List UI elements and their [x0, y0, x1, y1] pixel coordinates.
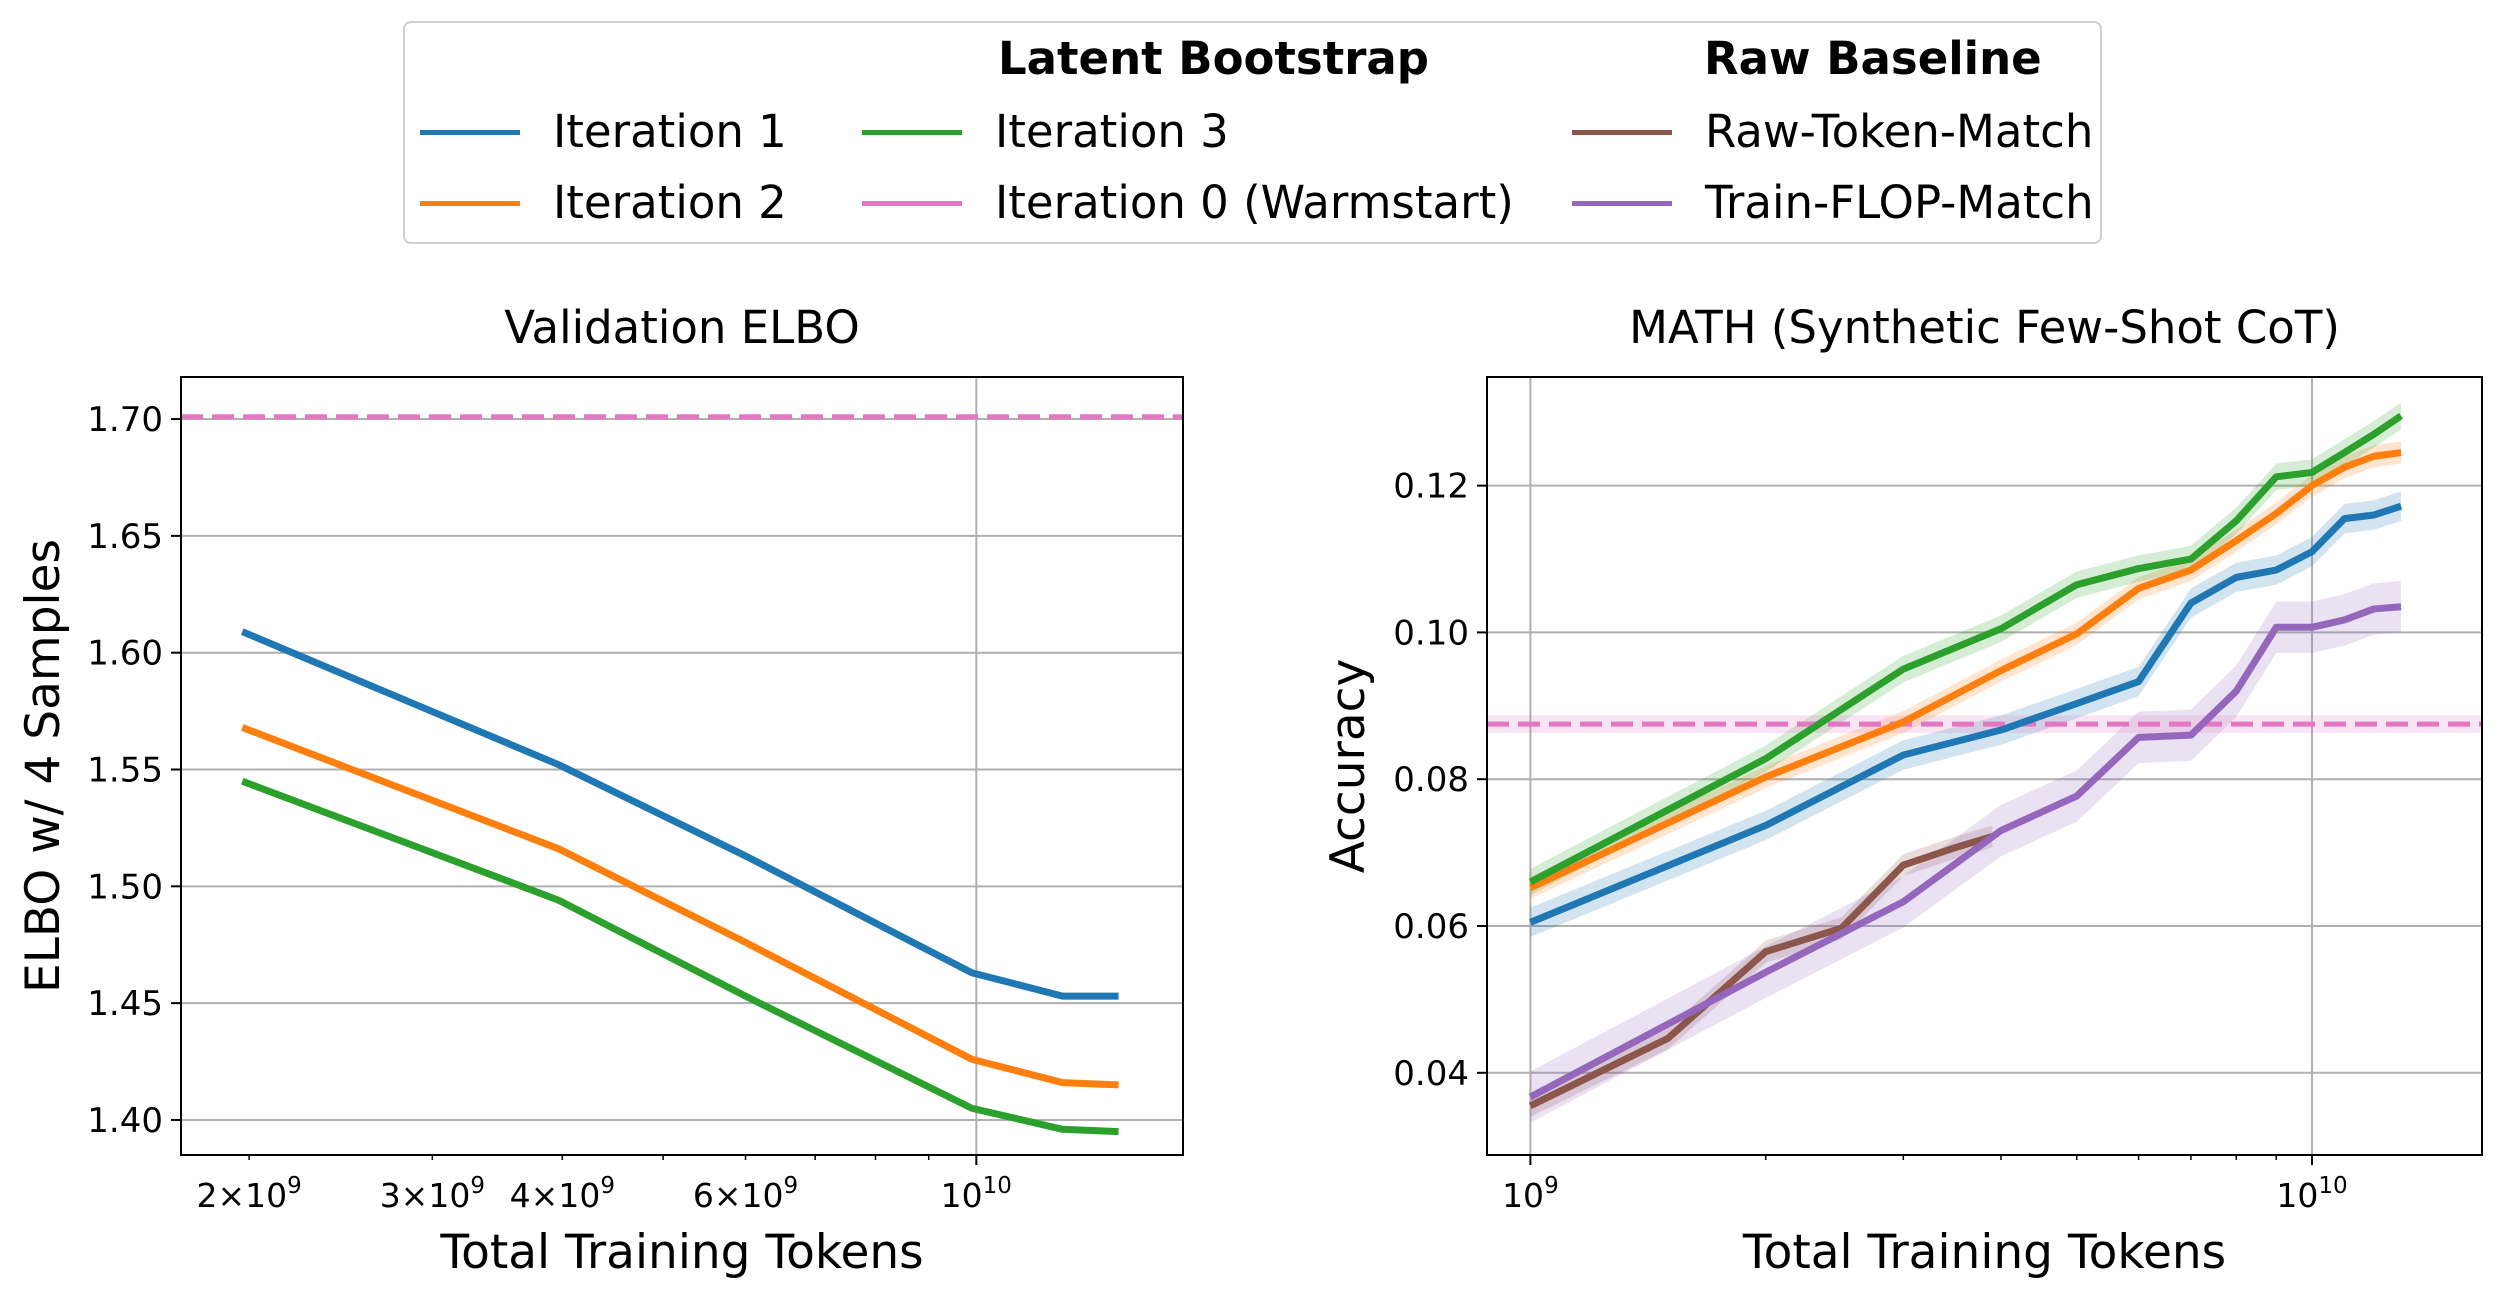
y-tick-label: 1.45 — [87, 984, 163, 1024]
validation-elbo-chart: 2×109 3×109 4×109 6×109 1010 1.40 1.45 1.50 1.55… — [16, 301, 1184, 1280]
series-line-iteration-2 — [1528, 449, 2402, 892]
series-line-raw-token-match — [1528, 833, 1994, 1109]
legend-label-train-flop-match: Train-FLOP-Match — [1705, 176, 2094, 229]
confidence-band-raw-token-match — [1530, 825, 1993, 1117]
legend-swatch-iteration-3 — [862, 130, 962, 135]
x-tick-label: 4×109 — [510, 1173, 615, 1215]
y-tick-label: 0.06 — [1393, 907, 1469, 947]
confidence-band-train-flop-match — [1530, 581, 2402, 1123]
math-accuracy-chart: 109 1010 0.04 0.06 0.08 0.10 0.12 MATH (Synthet… — [1321, 301, 2483, 1280]
series-line-iteration-1 — [1529, 502, 2403, 926]
confidence-band-iteration-2 — [1530, 441, 2402, 899]
axes-frame — [180, 376, 1184, 1156]
confidence-band-iteration-1 — [1530, 491, 2402, 938]
y-tick-label: 0.12 — [1393, 467, 1469, 507]
legend-swatch-iteration-0 — [862, 201, 962, 206]
x-axis-label: Total Training Tokens — [1742, 1225, 2226, 1280]
legend-label-raw-token-match: Raw-Token-Match — [1705, 105, 2094, 158]
legend-swatch-raw-token-match — [1572, 130, 1672, 135]
legend-label-iteration-3: Iteration 3 — [995, 105, 1229, 158]
series-line-iteration-3 — [241, 777, 1119, 1136]
legend-header-latent-bootstrap: Latent Bootstrap — [998, 32, 1429, 85]
series-line-train-flop-match — [1528, 603, 2402, 1101]
x-tick-label: 1010 — [2276, 1173, 2347, 1215]
legend-swatch-iteration-1 — [420, 130, 520, 135]
legend-label-iteration-2: Iteration 2 — [553, 176, 787, 229]
legend-label-iteration-1: Iteration 1 — [553, 105, 787, 158]
y-tick-label: 1.40 — [87, 1101, 163, 1141]
x-tick-label: 2×109 — [197, 1173, 302, 1215]
axes-frame — [1486, 376, 2483, 1156]
y-tick-label: 1.55 — [87, 751, 163, 791]
chart-title: MATH (Synthetic Few-Shot CoT) — [1629, 301, 2340, 354]
chart-title: Validation ELBO — [504, 301, 860, 354]
legend-label-iteration-0: Iteration 0 (Warmstart) — [995, 176, 1514, 229]
x-tick-label: 1010 — [941, 1173, 1012, 1215]
x-tick-label: 6×109 — [693, 1173, 798, 1215]
y-axis-label: ELBO w/ 4 Samples — [16, 539, 71, 993]
x-tick-label: 109 — [1502, 1173, 1559, 1215]
series-line-iteration-3 — [1528, 412, 2404, 886]
x-tick-label: 3×109 — [380, 1173, 485, 1215]
legend: Latent Bootstrap Raw Baseline Iteration … — [403, 21, 2102, 244]
x-axis-label: Total Training Tokens — [439, 1225, 923, 1280]
series-line-iteration-1 — [240, 628, 1119, 1000]
y-tick-label: 1.70 — [87, 400, 163, 440]
y-axis-label: Accuracy — [1321, 659, 1376, 874]
y-tick-label: 0.08 — [1393, 760, 1469, 800]
legend-header-raw-baseline: Raw Baseline — [1704, 32, 2042, 85]
y-tick-label: 1.65 — [87, 517, 163, 557]
y-tick-label: 0.10 — [1393, 613, 1469, 653]
y-tick-label: 1.50 — [87, 867, 163, 907]
series-line-iteration-2 — [241, 724, 1119, 1089]
confidence-band-iteration-3 — [1530, 402, 2402, 896]
y-tick-label: 0.04 — [1393, 1054, 1469, 1094]
y-tick-label: 1.60 — [87, 634, 163, 674]
legend-swatch-iteration-2 — [420, 201, 520, 206]
legend-swatch-train-flop-match — [1572, 201, 1672, 206]
